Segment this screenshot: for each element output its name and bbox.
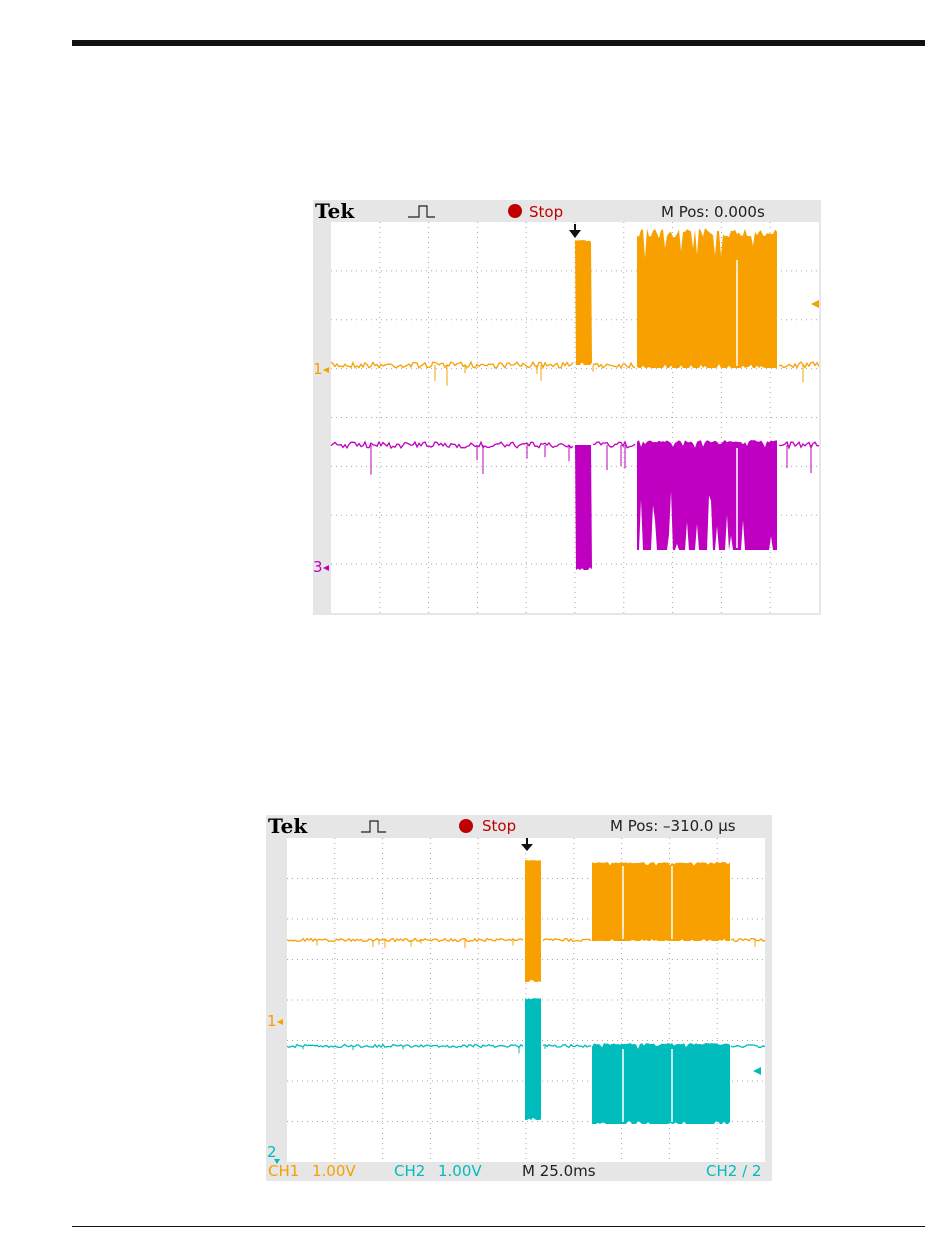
position: M Pos: 0.000s (661, 203, 765, 221)
oscilloscope-capture: Tek Stop M Pos: 0.000s 1 3 (313, 200, 821, 615)
waveform (730, 937, 766, 943)
brand: Tek (268, 815, 308, 838)
status-dot (508, 204, 522, 218)
waveform (730, 1044, 766, 1049)
channel-marker: 2 (267, 1143, 277, 1161)
marker-arrow (274, 1159, 280, 1164)
burst (637, 228, 777, 368)
channel-marker: 1 (267, 1012, 277, 1030)
burst (575, 445, 592, 570)
burst (575, 240, 592, 365)
marker-arrow (753, 1067, 761, 1075)
footer-label: 1.00V (438, 1162, 482, 1180)
top-rule (72, 40, 925, 46)
footer-label: CH2 ∕ 2 (706, 1162, 761, 1180)
waveform (542, 937, 592, 943)
footer-label: CH2 (394, 1162, 425, 1180)
waveform (330, 440, 574, 450)
status: Stop (482, 817, 516, 835)
trigger-icon (408, 205, 435, 218)
marker-arrow (521, 838, 533, 851)
waveform (286, 937, 524, 943)
footer-label: M 25.0ms (522, 1162, 596, 1180)
burst (525, 998, 541, 1120)
waveform (286, 1043, 524, 1049)
bottom-rule (72, 1226, 925, 1227)
burst (525, 860, 541, 982)
marker-arrow (277, 1019, 283, 1025)
waveform (592, 440, 636, 449)
waveform (778, 440, 819, 450)
marker-arrow (323, 367, 329, 373)
waveform (778, 361, 820, 369)
marker-arrow (569, 224, 581, 238)
channel-marker: 1 (313, 360, 323, 378)
waveform (542, 1043, 592, 1049)
burst (637, 440, 777, 550)
position: M Pos: –310.0 µs (610, 817, 736, 835)
burst (592, 1043, 730, 1124)
footer-label: CH1 (268, 1162, 299, 1180)
marker-arrow (811, 300, 819, 308)
trigger-icon (361, 820, 386, 833)
status-dot (459, 819, 473, 833)
marker-arrow (323, 565, 329, 571)
status: Stop (529, 203, 563, 221)
brand: Tek (315, 200, 355, 223)
channel-marker: 3 (313, 558, 323, 576)
burst (592, 862, 730, 941)
footer-label: 1.00V (312, 1162, 356, 1180)
waveform (592, 361, 636, 369)
waveform (330, 360, 574, 370)
oscilloscope-capture: Tek Stop M Pos: –310.0 µs 1 2 CH1 1.00V … (266, 815, 772, 1181)
